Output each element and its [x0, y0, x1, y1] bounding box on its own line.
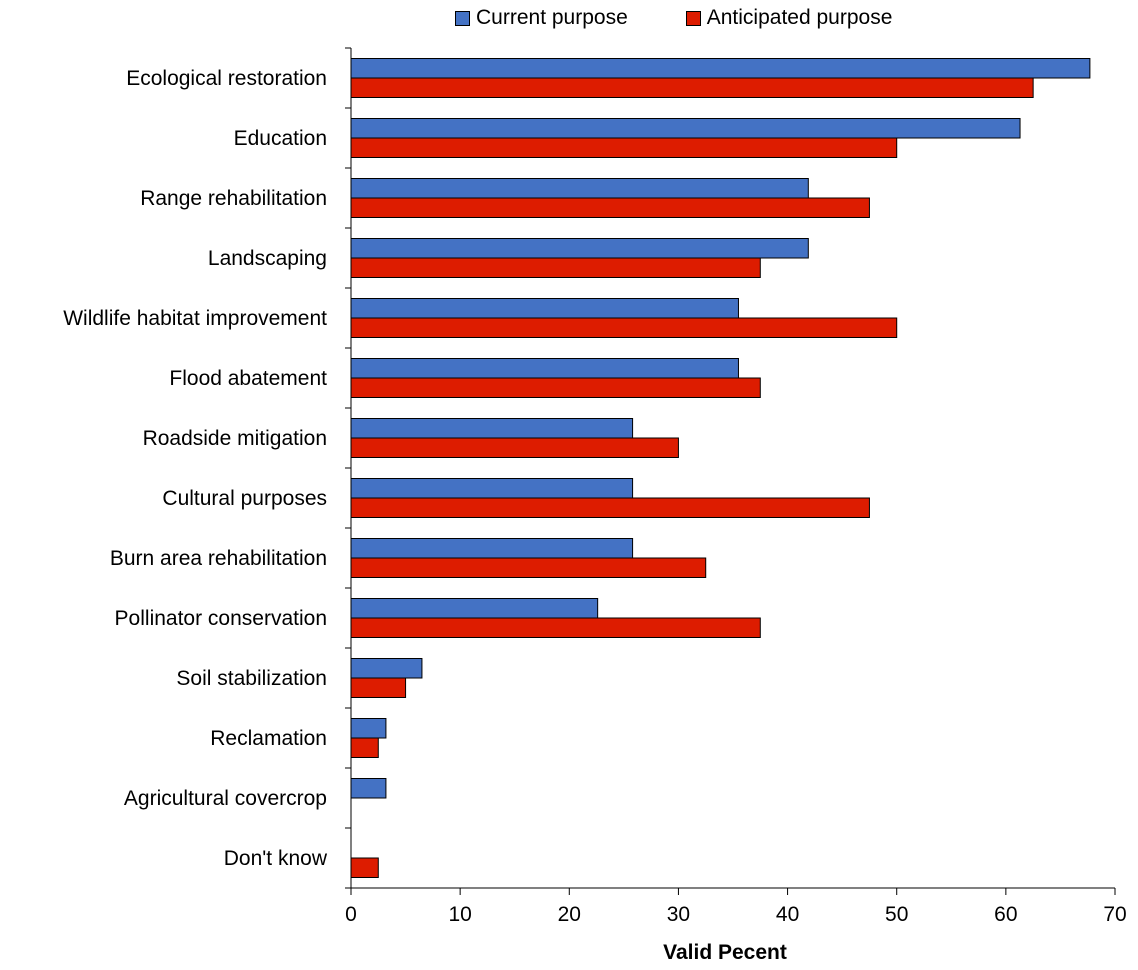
x-tick-label: 0 — [345, 903, 357, 926]
bar-anticipated-purpose-roadside-mitigation — [350, 437, 679, 458]
bar-anticipated-purpose-flood-abatement — [350, 377, 761, 398]
category-label: Roadside mitigation — [143, 427, 327, 450]
legend: Current purpose Anticipated purpose — [455, 6, 950, 30]
bar-current-purpose-pollinator-conservation — [350, 598, 599, 619]
bar-anticipated-purpose-range-rehabilitation — [350, 197, 870, 218]
legend-swatch-anticipated — [685, 10, 701, 26]
category-label: Landscaping — [208, 247, 327, 270]
legend-label-current: Current purpose — [476, 6, 628, 29]
bar-current-purpose-flood-abatement — [350, 358, 739, 379]
bar-current-purpose-reclamation — [350, 718, 387, 739]
x-tick-label: 10 — [448, 903, 471, 926]
bar-current-purpose-burn-area-rehabilitation — [350, 538, 634, 559]
category-label: Reclamation — [210, 727, 327, 750]
x-tick-label: 40 — [776, 903, 799, 926]
category-label: Education — [234, 127, 327, 150]
bar-current-purpose-soil-stabilization — [350, 658, 423, 679]
bar-anticipated-purpose-education — [350, 137, 898, 158]
legend-label-anticipated: Anticipated purpose — [706, 6, 893, 29]
legend-swatch-current — [455, 10, 470, 26]
bar-anticipated-purpose-soil-stabilization — [350, 677, 407, 698]
bar-current-purpose-education — [350, 118, 1021, 139]
legend-item-anticipated: Anticipated purpose — [685, 6, 893, 30]
bar-anticipated-purpose-pollinator-conservation — [350, 617, 761, 638]
bar-anticipated-purpose-wildlife-habitat-improvement — [350, 317, 898, 338]
category-label: Ecological restoration — [126, 67, 327, 90]
bar-anticipated-purpose-landscaping — [350, 257, 761, 278]
bar-current-purpose-ecological-restoration — [350, 58, 1091, 79]
category-label: Pollinator conservation — [115, 607, 327, 630]
category-label: Agricultural covercrop — [124, 787, 327, 810]
category-label: Wildlife habitat improvement — [63, 307, 327, 330]
bar-anticipated-purpose-reclamation — [350, 737, 379, 758]
category-label: Don't know — [224, 847, 328, 870]
x-tick-label: 50 — [885, 903, 908, 926]
x-tick-label: 30 — [667, 903, 690, 926]
bar-anticipated-purpose-burn-area-rehabilitation — [350, 557, 707, 578]
bar-anticipated-purpose-cultural-purposes — [350, 497, 870, 518]
category-label: Burn area rehabilitation — [110, 547, 327, 570]
legend-item-current: Current purpose — [455, 6, 628, 30]
x-axis-title: Valid Pecent — [663, 941, 787, 964]
bars-group — [350, 58, 1091, 878]
x-tick-label: 70 — [1103, 903, 1126, 926]
axes-group: Ecological restoration Education Range reh… — [63, 47, 1127, 926]
bar-current-purpose-agricultural-covercrop — [350, 778, 387, 799]
x-tick-label: 20 — [558, 903, 581, 926]
bar-current-purpose-landscaping — [350, 238, 809, 259]
bar-current-purpose-range-rehabilitation — [350, 178, 809, 199]
bar-current-purpose-wildlife-habitat-improvement — [350, 298, 739, 319]
bar-anticipated-purpose-don-t-know — [350, 857, 379, 878]
category-label: Range rehabilitation — [140, 187, 327, 210]
category-label: Cultural purposes — [162, 487, 327, 510]
x-tick-label: 60 — [994, 903, 1017, 926]
bar-anticipated-purpose-ecological-restoration — [350, 77, 1034, 98]
bar-current-purpose-cultural-purposes — [350, 478, 634, 499]
category-label: Soil stabilization — [176, 667, 327, 690]
bar-current-purpose-roadside-mitigation — [350, 418, 634, 439]
category-label: Flood abatement — [169, 367, 327, 390]
